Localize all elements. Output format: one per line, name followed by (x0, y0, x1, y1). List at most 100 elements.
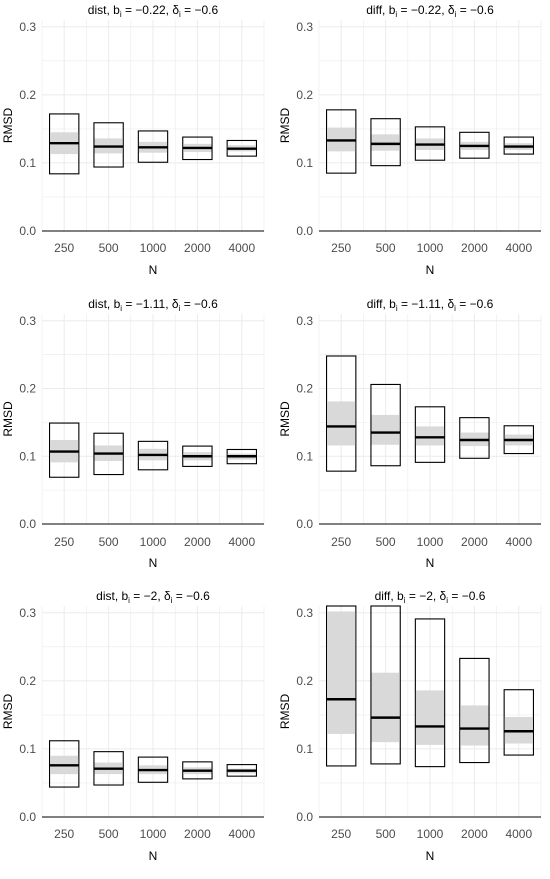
box-2000 (182, 136, 213, 161)
title-b-value: −0.22 (135, 3, 166, 17)
title-delta-symbol: , δ (157, 589, 171, 603)
panel-title: diff, bi = −0.22, δi = −0.6 (366, 3, 494, 19)
box-500 (370, 605, 401, 765)
title-method: dist (96, 589, 115, 603)
box-inner-band (327, 401, 356, 446)
title-b-subscript: i (396, 304, 398, 313)
title-b-symbol: , b (115, 589, 129, 603)
box-4000 (226, 448, 258, 465)
title-b-value: −0.22 (411, 3, 442, 17)
box-inner-band (371, 134, 400, 151)
y-tick-label: 0.3 (19, 606, 36, 620)
box-inner-band (460, 705, 489, 746)
title-method: diff (367, 297, 383, 311)
box-inner-band (415, 690, 445, 745)
box-1000 (414, 406, 446, 463)
box-outer-range (459, 657, 490, 764)
box-250 (325, 109, 357, 174)
box-500 (93, 751, 124, 786)
x-axis-label: N (426, 849, 435, 863)
y-axis-label: RMSD (1, 108, 15, 144)
x-tick-label: 250 (331, 535, 351, 549)
title-equals: = (172, 589, 186, 603)
box-250 (48, 113, 80, 175)
y-tick-label: 0.1 (19, 449, 36, 463)
x-tick-label: 250 (54, 535, 74, 549)
x-tick-label: 4000 (228, 241, 255, 255)
x-tick-label: 2000 (184, 535, 211, 549)
y-axis-label: RMSD (278, 694, 292, 730)
box-1000 (137, 756, 169, 783)
x-tick-label: 500 (99, 535, 119, 549)
y-tick-label: 0.3 (296, 606, 313, 620)
x-tick-label: 1000 (417, 241, 444, 255)
x-tick-label: 250 (54, 241, 74, 255)
title-method: diff (375, 589, 391, 603)
panel-title: dist, bi = −1.11, δi = −0.6 (88, 297, 218, 313)
title-equals: = (130, 589, 144, 603)
x-tick-label: 500 (376, 241, 396, 255)
title-b-symbol: , b (382, 297, 396, 311)
box-4000 (503, 136, 535, 155)
title-method: diff (366, 3, 382, 17)
title-equals: = (122, 3, 136, 17)
y-tick-label: 0.2 (19, 674, 36, 688)
title-delta-symbol: , δ (166, 3, 180, 17)
y-tick-label: 0.2 (19, 88, 36, 102)
x-tick-label: 1000 (140, 535, 167, 549)
box-inner-band (371, 672, 400, 743)
box-outer-range (93, 122, 124, 168)
box-outer-range (370, 383, 401, 467)
y-tick-label: 0.2 (296, 382, 313, 396)
y-tick-label: 0.1 (296, 156, 313, 170)
title-b-subscript: i (120, 304, 122, 313)
x-tick-label: 4000 (505, 241, 532, 255)
x-tick-label: 2000 (461, 241, 488, 255)
box-4000 (503, 425, 535, 455)
box-250 (48, 422, 80, 478)
box-2000 (182, 761, 213, 780)
box-outer-range (414, 618, 446, 768)
title-b-symbol: , b (382, 3, 396, 17)
y-axis-label: RMSD (278, 401, 292, 437)
title-equals: = (456, 3, 470, 17)
x-tick-label: 4000 (505, 535, 532, 549)
title-b-symbol: , b (390, 589, 404, 603)
title-delta-subscript: i (455, 10, 457, 19)
box-outer-range (370, 605, 401, 765)
title-equals: = (456, 297, 470, 311)
title-delta-subscript: i (179, 10, 181, 19)
y-tick-label: 0.3 (296, 314, 313, 328)
box-2000 (459, 131, 490, 159)
x-tick-label: 1000 (417, 535, 444, 549)
title-b-subscript: i (404, 596, 406, 605)
title-delta-symbol: , δ (165, 297, 179, 311)
title-b-subscript: i (395, 10, 397, 19)
title-b-symbol: , b (106, 3, 120, 17)
y-tick-label: 0.2 (19, 382, 36, 396)
x-tick-label: 2000 (461, 535, 488, 549)
x-tick-label: 250 (331, 241, 351, 255)
box-outer-range (459, 417, 490, 459)
title-equals: = (122, 297, 136, 311)
x-axis-label: N (149, 849, 158, 863)
title-method: dist (88, 297, 107, 311)
x-tick-label: 4000 (505, 827, 532, 841)
title-b-subscript: i (120, 10, 122, 19)
title-delta-value: −0.6 (470, 297, 494, 311)
y-axis-label: RMSD (1, 694, 15, 730)
y-axis-label: RMSD (1, 401, 15, 437)
x-tick-label: 2000 (184, 827, 211, 841)
title-equals: = (448, 589, 462, 603)
title-b-value: −2 (144, 589, 158, 603)
box-outer-range (48, 740, 80, 788)
panel-title: diff, bi = −2, δi = −0.6 (375, 589, 486, 605)
title-delta-value: −0.6 (470, 3, 494, 17)
chart-panel-6: 0.0 0.1 0.2 0.3 250 500 1000 2000 4000 RMSD Ndiff,… (278, 589, 542, 863)
title-equals: = (397, 3, 411, 17)
chart-panel-1: 0.0 0.1 0.2 0.3 250 500 1000 2000 4000 RMSD Ndist,… (1, 3, 265, 277)
x-axis-label: N (426, 263, 435, 277)
title-equals: = (180, 297, 194, 311)
title-delta-subscript: i (171, 596, 173, 605)
x-tick-label: 1000 (417, 827, 444, 841)
